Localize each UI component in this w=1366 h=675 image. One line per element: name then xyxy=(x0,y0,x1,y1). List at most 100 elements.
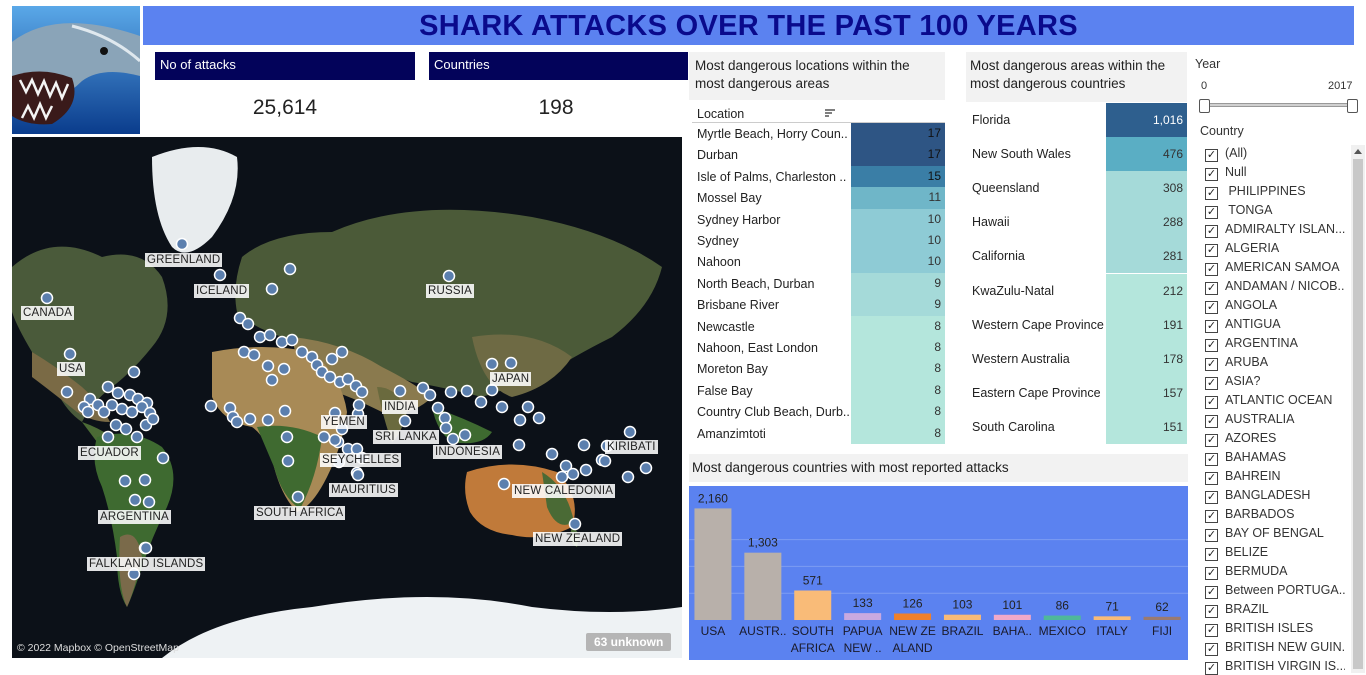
map-dot[interactable] xyxy=(355,385,369,399)
checkbox-checked-icon[interactable]: ✓ xyxy=(1205,206,1218,219)
map-dot[interactable] xyxy=(281,454,295,468)
bar[interactable] xyxy=(1143,616,1181,620)
map-dots[interactable] xyxy=(40,237,653,581)
checkbox-checked-icon[interactable]: ✓ xyxy=(1205,529,1218,542)
map-dot[interactable] xyxy=(128,493,142,507)
country-filter-item[interactable]: ✓ ANDAMAN / NICOB... xyxy=(1205,279,1345,295)
checkbox-checked-icon[interactable]: ✓ xyxy=(1205,453,1218,466)
map-dot[interactable] xyxy=(559,459,573,473)
location-row-label[interactable]: Country Club Beach, Durb.. xyxy=(697,405,849,420)
map-dot[interactable] xyxy=(497,477,511,491)
area-row-value[interactable]: 157 xyxy=(1106,375,1187,410)
map-dot[interactable] xyxy=(352,398,366,412)
map-dot[interactable] xyxy=(175,237,189,251)
country-filter-item[interactable]: ✓ (All) xyxy=(1205,146,1345,162)
map-dot[interactable] xyxy=(130,430,144,444)
map-country-label[interactable]: FALKLAND ISLANDS xyxy=(87,557,206,571)
location-row-label[interactable]: Nahoon, East London xyxy=(697,341,818,355)
bar[interactable] xyxy=(1093,616,1131,620)
checkbox-checked-icon[interactable]: ✓ xyxy=(1205,225,1218,238)
country-filter-item[interactable]: ✓ BAHREIN xyxy=(1205,469,1345,485)
map-dot[interactable] xyxy=(485,357,499,371)
bar[interactable] xyxy=(694,508,732,620)
map-dot[interactable] xyxy=(265,373,279,387)
location-row-value[interactable]: 10 xyxy=(851,208,945,230)
location-row-label[interactable]: False Bay xyxy=(697,383,753,398)
bar[interactable] xyxy=(993,614,1031,620)
area-row-value[interactable]: 212 xyxy=(1106,273,1187,308)
country-filter-item[interactable]: ✓ ARUBA xyxy=(1205,355,1345,371)
country-filter-item[interactable]: ✓ ANTIGUA xyxy=(1205,317,1345,333)
map-dot[interactable] xyxy=(577,438,591,452)
country-filter-item[interactable]: ✓ ASIA? xyxy=(1205,374,1345,390)
area-row-label[interactable]: South Carolina xyxy=(972,419,1055,434)
scroll-thumb[interactable] xyxy=(1353,159,1363,669)
year-slider-min-handle[interactable] xyxy=(1199,99,1210,113)
bar[interactable] xyxy=(744,552,782,620)
map-dot[interactable] xyxy=(460,384,474,398)
checkbox-checked-icon[interactable]: ✓ xyxy=(1205,377,1218,390)
map-dot[interactable] xyxy=(555,470,569,484)
map-country-label[interactable]: YEMEN xyxy=(321,415,367,429)
map-dot[interactable] xyxy=(598,454,612,468)
map-dot[interactable] xyxy=(639,461,653,475)
location-row-value[interactable]: 8 xyxy=(851,315,945,337)
map-dot[interactable] xyxy=(532,411,546,425)
country-filter-item[interactable]: ✓ ALGERIA xyxy=(1205,241,1345,257)
country-filter-item[interactable]: ✓ ADMIRALTY ISLAN... xyxy=(1205,222,1345,238)
checkbox-checked-icon[interactable]: ✓ xyxy=(1205,605,1218,618)
map-dot[interactable] xyxy=(521,400,535,414)
country-filter-item[interactable]: ✓ BRAZIL xyxy=(1205,602,1345,618)
map-dot[interactable] xyxy=(230,415,244,429)
checkbox-checked-icon[interactable]: ✓ xyxy=(1205,339,1218,352)
map-dot[interactable] xyxy=(335,345,349,359)
location-row-value[interactable]: 10 xyxy=(851,251,945,273)
map-dot[interactable] xyxy=(283,262,297,276)
map-dot[interactable] xyxy=(81,405,95,419)
country-filter-item[interactable]: ✓ BAHAMAS xyxy=(1205,450,1345,466)
checkbox-checked-icon[interactable]: ✓ xyxy=(1205,320,1218,333)
sort-icon[interactable] xyxy=(824,106,836,118)
map-dot[interactable] xyxy=(439,421,453,435)
checkbox-checked-icon[interactable]: ✓ xyxy=(1205,282,1218,295)
country-filter-item[interactable]: ✓ BELIZE xyxy=(1205,545,1345,561)
checkbox-checked-icon[interactable]: ✓ xyxy=(1205,548,1218,561)
map-dot[interactable] xyxy=(241,317,255,331)
location-row-label[interactable]: Amanzimtoti xyxy=(697,426,766,441)
area-row-value[interactable]: 191 xyxy=(1106,307,1187,342)
map-country-label[interactable]: INDIA xyxy=(382,400,418,414)
country-filter-item[interactable]: ✓ BANGLADESH xyxy=(1205,488,1345,504)
location-row-label[interactable]: Myrtle Beach, Horry Coun.. xyxy=(697,127,848,141)
area-row-label[interactable]: Western Cape Province xyxy=(972,317,1104,332)
checkbox-checked-icon[interactable]: ✓ xyxy=(1205,415,1218,428)
checkbox-checked-icon[interactable]: ✓ xyxy=(1205,434,1218,447)
country-filter-item[interactable]: ✓ AZORES xyxy=(1205,431,1345,447)
map-dot[interactable] xyxy=(243,412,257,426)
checkbox-checked-icon[interactable]: ✓ xyxy=(1205,472,1218,485)
map-dot[interactable] xyxy=(513,413,527,427)
map-dot[interactable] xyxy=(247,348,261,362)
map-dot[interactable] xyxy=(204,399,218,413)
checkbox-checked-icon[interactable]: ✓ xyxy=(1205,244,1218,257)
area-row-value[interactable]: 178 xyxy=(1106,341,1187,376)
year-slider-track[interactable] xyxy=(1203,103,1353,107)
location-row-label[interactable]: Sydney Harbor xyxy=(697,212,781,227)
map-dot[interactable] xyxy=(253,330,267,344)
world-map[interactable]: GREENLAND ICELAND RUSSIA CANADA USA JAPAN INDI… xyxy=(12,137,682,658)
checkbox-checked-icon[interactable]: ✓ xyxy=(1205,586,1218,599)
area-row-value[interactable]: 281 xyxy=(1106,239,1187,274)
map-dot[interactable] xyxy=(139,541,153,555)
map-dot[interactable] xyxy=(278,404,292,418)
map-dot[interactable] xyxy=(325,352,339,366)
map-dot[interactable] xyxy=(60,385,74,399)
location-row-label[interactable]: Durban xyxy=(697,148,738,163)
location-row-label[interactable]: Mossel Bay xyxy=(697,191,762,206)
bar[interactable] xyxy=(1043,615,1081,620)
bar[interactable] xyxy=(844,613,882,620)
location-row-label[interactable]: Moreton Bay xyxy=(697,362,768,377)
map-country-label[interactable]: SRI LANKA xyxy=(373,430,439,444)
map-dot[interactable] xyxy=(474,395,488,409)
bar[interactable] xyxy=(943,614,981,620)
location-row-value[interactable]: 11 xyxy=(851,187,945,209)
map-country-label[interactable]: NEW CALEDONIA xyxy=(512,484,616,498)
